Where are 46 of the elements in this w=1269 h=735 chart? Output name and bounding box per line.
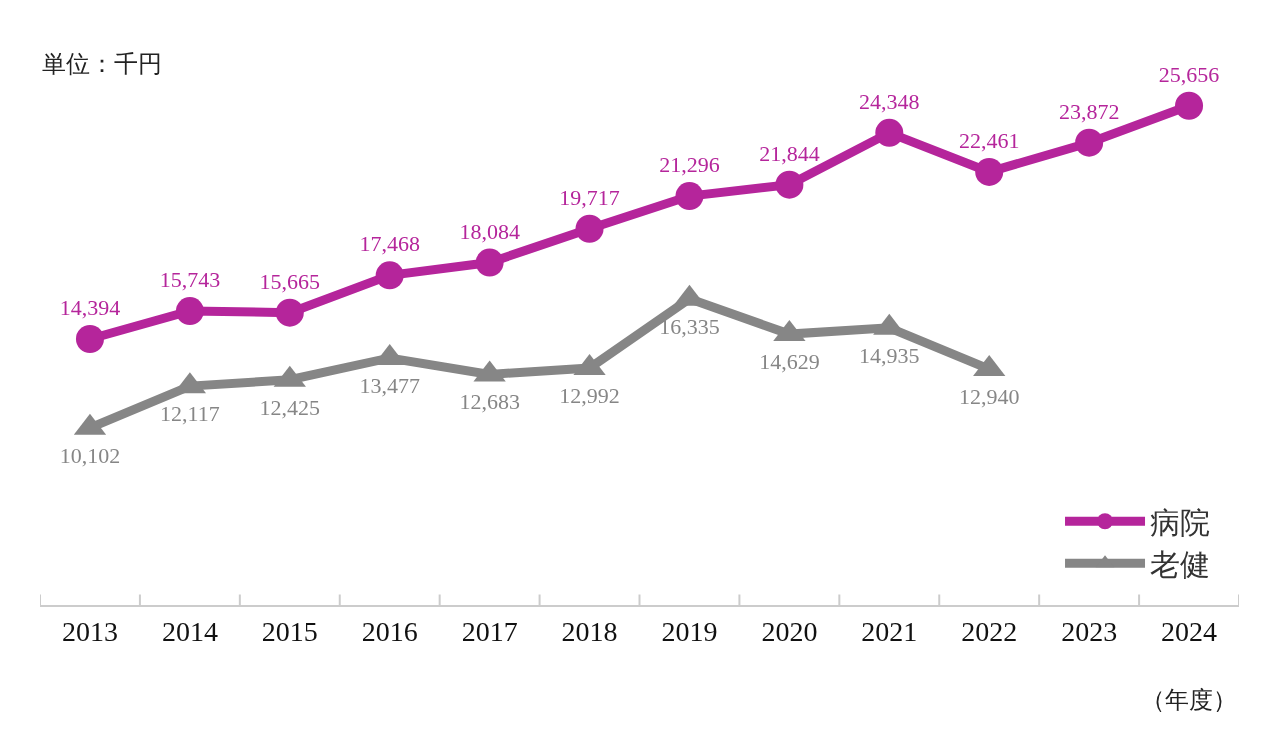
legend-label: 病院 xyxy=(1150,504,1211,540)
point xyxy=(575,214,604,243)
point xyxy=(475,248,504,277)
point xyxy=(1175,91,1204,120)
data-label: 23,872 xyxy=(1058,98,1120,124)
data-label: 21,296 xyxy=(659,152,720,178)
data-label: 15,743 xyxy=(159,267,221,293)
data-label: 15,665 xyxy=(259,268,321,294)
data-label: 12,683 xyxy=(459,389,520,415)
x-tick-label: 2018 xyxy=(561,615,618,647)
data-label: 18,084 xyxy=(459,218,520,244)
data-label: 12,940 xyxy=(958,384,1020,410)
data-label: 17,468 xyxy=(359,231,420,257)
x-tick-label: 2019 xyxy=(661,615,718,647)
point xyxy=(775,170,804,199)
point xyxy=(675,182,704,211)
data-label: 22,461 xyxy=(958,127,1020,153)
x-axis-title: （年度） xyxy=(1141,686,1237,714)
x-tick-label: 2023 xyxy=(1061,615,1118,647)
data-label: 24,348 xyxy=(859,88,920,114)
x-tick-label: 2016 xyxy=(361,615,418,647)
data-label: 16,335 xyxy=(659,313,720,339)
point xyxy=(1075,128,1104,157)
data-label: 19,717 xyxy=(559,184,620,210)
x-tick-label: 2013 xyxy=(61,615,118,647)
data-label: 13,477 xyxy=(359,372,420,398)
point xyxy=(975,157,1004,186)
data-label: 12,425 xyxy=(259,394,321,420)
legend-label: 老健 xyxy=(1150,546,1211,582)
data-label: 14,629 xyxy=(759,349,820,375)
text: 単位：千円 xyxy=(42,50,162,78)
data-label: 21,844 xyxy=(759,140,820,166)
x-tick-label: 2015 xyxy=(261,615,318,647)
x-tick-label: 2022 xyxy=(961,615,1018,647)
data-label: 14,935 xyxy=(859,342,920,368)
data-label: 25,656 xyxy=(1158,61,1220,87)
x-tick-label: 2020 xyxy=(761,615,818,647)
x-tick-label: 2014 xyxy=(161,615,218,647)
data-label: 12,117 xyxy=(160,401,220,427)
point xyxy=(875,118,904,147)
data-label: 12,992 xyxy=(559,383,620,409)
data-label: 14,394 xyxy=(59,294,121,320)
data-label: 10,102 xyxy=(59,442,121,468)
x-tick-label: 2024 xyxy=(1161,615,1218,647)
x-tick-label: 2021 xyxy=(861,615,918,647)
x-tick-label: 2017 xyxy=(461,615,518,647)
